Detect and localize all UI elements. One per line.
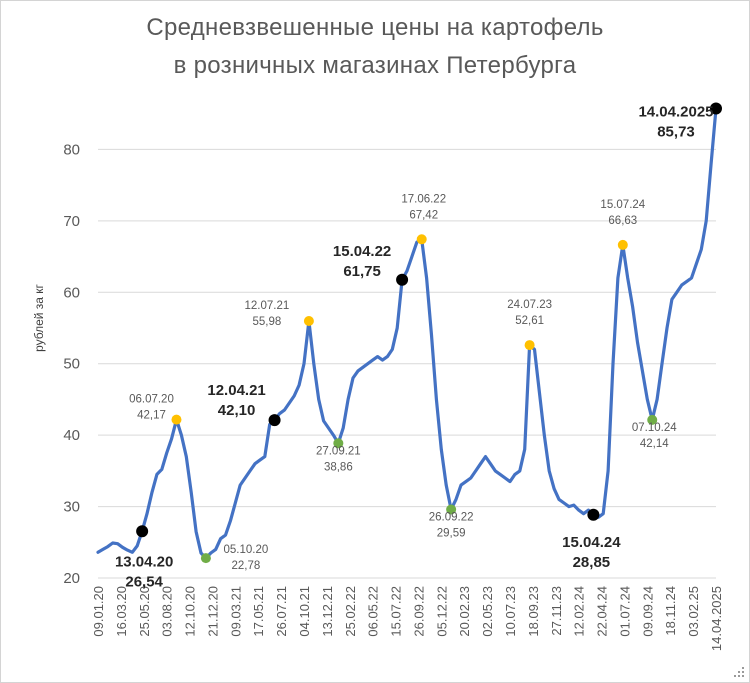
x-tick-label: 20.02.23 (457, 586, 472, 637)
marker-april (587, 508, 600, 521)
annotation-value: 26,54 (125, 573, 163, 590)
y-tick-label: 40 (63, 427, 80, 444)
marker-april (396, 273, 409, 286)
x-tick-label: 05.12.22 (434, 586, 449, 637)
annotation-date: 05.10.20 (224, 544, 269, 556)
x-tick-label: 09.03.21 (228, 586, 243, 637)
annotation-value: 42,14 (640, 438, 669, 450)
x-tick-label: 03.02.25 (686, 586, 701, 637)
annotation-date: 12.04.21 (207, 382, 265, 399)
marker-trough (446, 504, 457, 515)
annotation-date: 24.07.23 (507, 299, 552, 311)
x-tick-label: 04.10.21 (297, 586, 312, 637)
x-tick-label: 26.07.21 (274, 586, 289, 637)
y-tick-label: 70 (63, 213, 80, 230)
x-tick-label: 25.02.22 (343, 586, 358, 637)
x-tick-label: 25.05.20 (137, 586, 152, 637)
annotation-value: 28,85 (573, 554, 611, 571)
chart-title-line-2: в розничных магазинах Петербурга (173, 52, 577, 79)
y-tick-label: 30 (63, 499, 80, 516)
x-tick-label: 22.04.24 (595, 586, 610, 637)
x-tick-label: 17.05.21 (251, 586, 266, 637)
annotation-date: 07.10.24 (632, 422, 677, 434)
y-axis-label: рублей за кг (32, 283, 46, 351)
resize-grip[interactable] (730, 663, 744, 677)
x-tick-label: 03.08.20 (160, 586, 175, 637)
x-tick-label: 10.07.23 (503, 586, 518, 637)
annotation-date: 15.04.22 (333, 243, 391, 260)
x-tick-label: 09.09.24 (640, 586, 655, 637)
chart-title-line-1: Средневзвешенные цены на картофель (146, 14, 604, 41)
x-tick-label: 06.05.22 (366, 586, 381, 637)
x-tick-label: 13.12.21 (320, 586, 335, 637)
x-tick-label: 01.07.24 (617, 586, 632, 637)
annotation-value: 85,73 (657, 124, 695, 141)
marker-peak (617, 239, 628, 250)
x-tick-label: 12.10.20 (183, 586, 198, 637)
annotation-date: 15.07.24 (600, 199, 645, 211)
x-tick-label: 15.07.22 (389, 586, 404, 637)
y-axis-ticks: 20 30 40 50 60 70 80 (63, 141, 80, 587)
y-tick-label: 20 (63, 570, 80, 587)
annotation-value: 52,61 (515, 315, 544, 327)
annotation-value: 67,42 (409, 209, 438, 221)
annotation-labels: 13.04.20 26,54 06.07.20 42,17 05.10.20 22,78 1… (115, 104, 714, 591)
annotation-date: 27.09.21 (316, 445, 361, 457)
marker-peak (524, 340, 535, 351)
x-axis-ticks: 09.01.20 16.03.20 25.05.20 03.08.20 12.10.20… (91, 586, 724, 651)
marker-trough (200, 553, 211, 564)
annotation-value: 66,63 (608, 215, 637, 227)
marker-peak (416, 234, 427, 245)
marker-peak (303, 316, 314, 326)
annotation-date: 12.07.21 (245, 300, 290, 312)
x-tick-label: 21.12.20 (205, 586, 220, 637)
x-tick-label: 14.04.2025 (709, 586, 724, 651)
marker-april (136, 525, 149, 538)
annotation-value: 29,59 (437, 528, 466, 540)
annotation-date: 17.06.22 (401, 193, 446, 205)
marker-april (710, 102, 722, 115)
x-tick-label: 18.09.23 (526, 586, 541, 637)
x-tick-label: 18.11.24 (663, 586, 678, 636)
annotation-value: 55,98 (253, 316, 282, 328)
annotation-value: 42,10 (218, 402, 256, 419)
x-tick-label: 12.02.24 (572, 586, 587, 637)
x-tick-label: 27.11.23 (549, 586, 564, 636)
annotation-value: 22,78 (232, 560, 261, 572)
x-tick-label: 02.05.23 (480, 586, 495, 637)
annotation-date: 13.04.20 (115, 553, 173, 570)
series-line-price (96, 106, 718, 560)
annotation-value: 61,75 (343, 263, 381, 280)
marker-peak (171, 414, 182, 425)
y-tick-label: 80 (63, 141, 80, 158)
marker-april (268, 414, 281, 427)
annotation-markers (136, 102, 722, 564)
y-tick-label: 60 (63, 284, 80, 301)
y-tick-label: 50 (63, 356, 80, 373)
x-tick-label: 09.01.20 (91, 586, 106, 637)
marker-trough (647, 414, 658, 425)
gridlines (98, 148, 716, 579)
x-tick-label: 16.03.20 (114, 586, 129, 637)
annotation-value: 38,86 (324, 461, 353, 473)
annotation-date: 26.09.22 (429, 512, 474, 524)
annotation-date: 15.04.24 (562, 534, 621, 551)
marker-trough (333, 438, 344, 449)
annotation-date: 14.04.2025 (638, 104, 713, 121)
x-tick-label: 26.09.22 (411, 586, 426, 637)
annotation-date: 06.07.20 (129, 394, 174, 406)
annotation-value: 42,17 (137, 410, 166, 422)
